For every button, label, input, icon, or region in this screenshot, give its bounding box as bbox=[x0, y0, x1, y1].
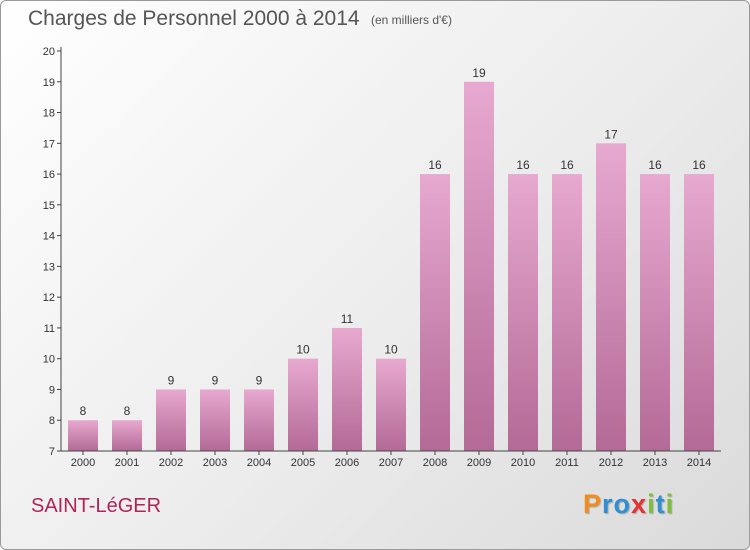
logo-letter: i bbox=[647, 489, 656, 519]
x-tick-label: 2006 bbox=[335, 457, 359, 469]
y-tick-label: 19 bbox=[43, 77, 55, 89]
bar bbox=[244, 389, 274, 451]
bar bbox=[420, 174, 450, 452]
commune-name: SAINT-LéGER bbox=[31, 495, 162, 517]
chart-subtitle: (en milliers d'€) bbox=[371, 13, 452, 27]
bar-value-label: 8 bbox=[124, 404, 131, 418]
bar-value-label: 8 bbox=[80, 404, 87, 418]
y-tick-label: 11 bbox=[44, 323, 55, 335]
bar-value-label: 11 bbox=[341, 312, 354, 326]
bar-value-label: 16 bbox=[516, 158, 530, 172]
x-tick-label: 2011 bbox=[555, 457, 579, 469]
bar-value-label: 16 bbox=[648, 158, 662, 172]
logo-letter: P bbox=[583, 489, 603, 519]
x-tick-label: 2014 bbox=[687, 457, 711, 469]
x-tick-label: 2005 bbox=[291, 457, 315, 469]
x-tick-label: 2009 bbox=[467, 457, 491, 469]
x-tick-label: 2013 bbox=[643, 457, 667, 469]
x-tick-label: 2004 bbox=[247, 457, 271, 469]
logo-letter: i bbox=[665, 489, 675, 519]
bar-value-label: 16 bbox=[692, 158, 706, 172]
bar-value-label: 19 bbox=[472, 66, 486, 80]
chart-title: Charges de Personnel 2000 à 2014 bbox=[28, 7, 360, 30]
proxiti-logo: Proxiti bbox=[583, 489, 674, 520]
y-tick-label: 15 bbox=[43, 200, 55, 212]
bar-value-label: 17 bbox=[604, 127, 618, 141]
x-tick-label: 2010 bbox=[511, 457, 535, 469]
logo-letter: t bbox=[655, 489, 666, 519]
bar bbox=[156, 389, 186, 451]
x-tick-label: 2003 bbox=[203, 457, 227, 469]
bar-value-label: 9 bbox=[212, 373, 219, 387]
bars-layer: 8 8 9 9 9 10 11 10 16 19 16 16 17 16 16 bbox=[68, 66, 714, 452]
y-tick-label: 17 bbox=[43, 138, 55, 150]
axes-layer: 2000 2001 2002 2003 2004 2005 2006 2007 2008 2009… bbox=[43, 46, 721, 469]
y-tick-label: 10 bbox=[43, 354, 55, 366]
bar bbox=[640, 174, 670, 452]
bar bbox=[684, 174, 714, 452]
bar-value-label: 9 bbox=[168, 373, 175, 387]
y-tick-label: 16 bbox=[43, 169, 55, 181]
y-tick-label: 7 bbox=[49, 446, 55, 458]
y-tick-label: 9 bbox=[49, 384, 55, 396]
y-tick-label: 18 bbox=[43, 108, 55, 120]
x-tick-label: 2007 bbox=[379, 457, 403, 469]
y-tick-label: 20 bbox=[43, 46, 55, 58]
logo-letter: r bbox=[602, 489, 614, 519]
bar bbox=[200, 389, 230, 451]
bar bbox=[68, 420, 98, 451]
bar bbox=[596, 143, 626, 452]
y-tick-label: 8 bbox=[49, 415, 55, 427]
y-tick-label: 13 bbox=[43, 261, 55, 273]
logo-letter: x bbox=[631, 489, 648, 519]
y-tick-label: 12 bbox=[43, 292, 55, 304]
bar-value-label: 10 bbox=[384, 343, 398, 357]
bar-value-label: 10 bbox=[296, 343, 310, 357]
bar-value-label: 16 bbox=[428, 158, 442, 172]
bar-value-label: 9 bbox=[256, 373, 263, 387]
x-tick-label: 2008 bbox=[423, 457, 447, 469]
bar bbox=[376, 358, 406, 451]
logo-letter: o bbox=[613, 489, 632, 519]
x-tick-label: 2001 bbox=[115, 457, 139, 469]
bar bbox=[552, 174, 582, 452]
x-tick-label: 2002 bbox=[159, 457, 183, 469]
x-tick-label: 2000 bbox=[71, 457, 95, 469]
bar bbox=[112, 420, 142, 451]
bar bbox=[288, 358, 318, 451]
bar-value-label: 16 bbox=[560, 158, 574, 172]
y-tick-label: 14 bbox=[43, 231, 55, 243]
x-tick-label: 2012 bbox=[599, 457, 623, 469]
bar bbox=[508, 174, 538, 452]
bar bbox=[464, 81, 494, 452]
bar bbox=[332, 327, 362, 451]
